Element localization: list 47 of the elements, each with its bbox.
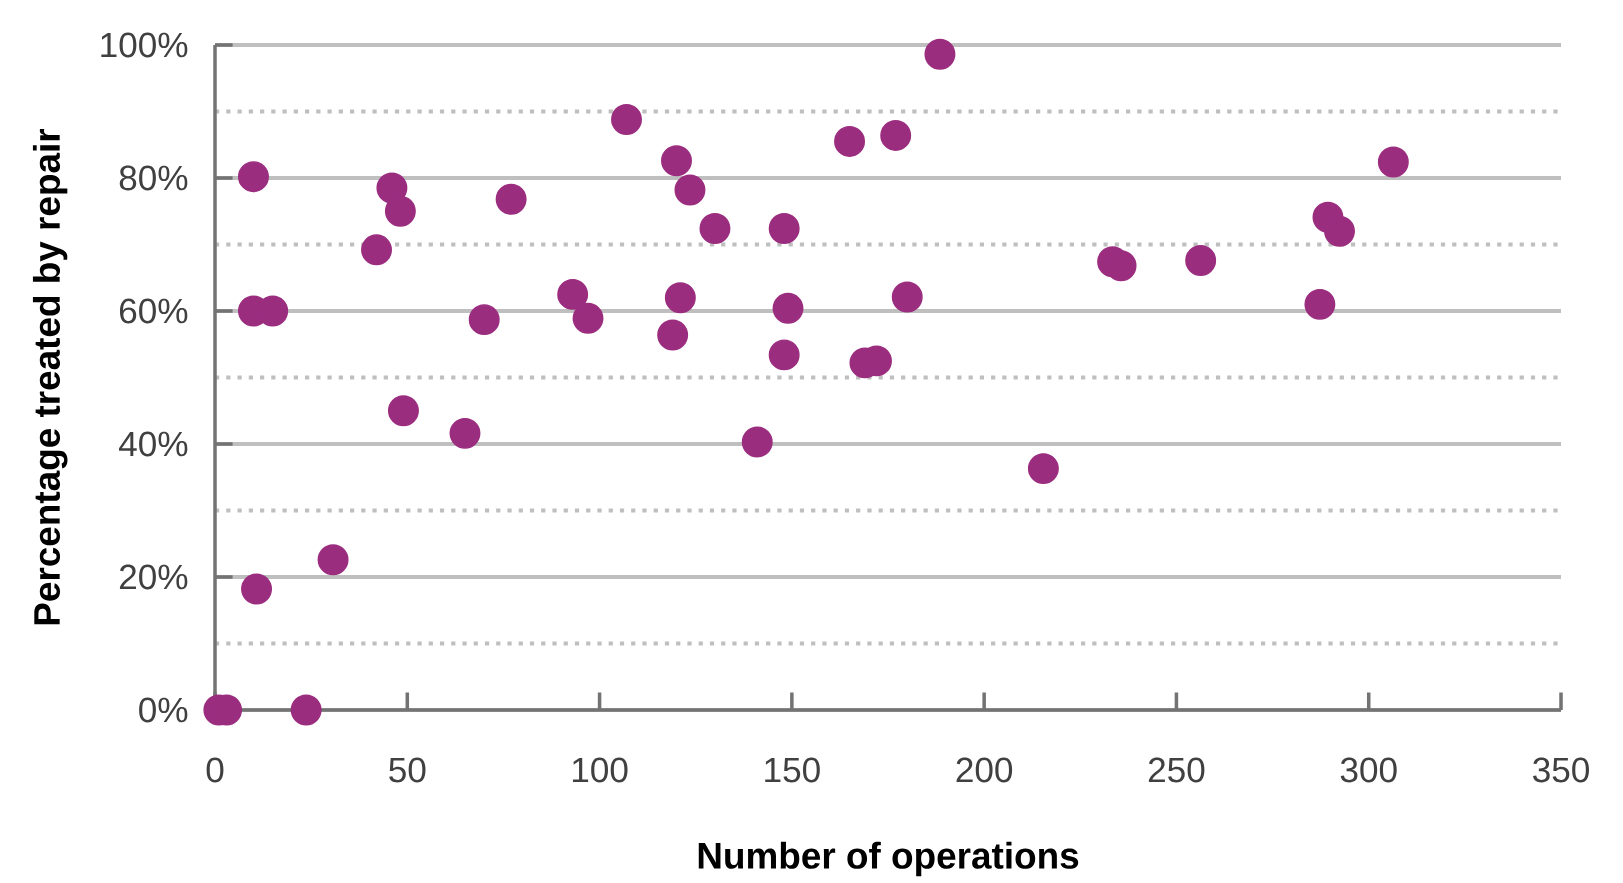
point bbox=[557, 278, 589, 310]
point bbox=[768, 339, 800, 371]
point bbox=[361, 234, 392, 266]
y-axis-title: Percentage treated by repair bbox=[32, 128, 68, 625]
point bbox=[495, 183, 527, 215]
point bbox=[657, 319, 689, 351]
point bbox=[1185, 244, 1217, 276]
point bbox=[611, 104, 642, 135]
point bbox=[891, 281, 923, 313]
point bbox=[664, 282, 696, 314]
point bbox=[674, 174, 706, 206]
y-tick-label: 100% bbox=[101, 32, 188, 58]
point bbox=[241, 573, 273, 605]
x-axis-title: Number of operations bbox=[698, 841, 1079, 877]
point bbox=[699, 213, 731, 245]
x-tick-label: 350 bbox=[1533, 757, 1589, 783]
point bbox=[834, 125, 866, 157]
point bbox=[449, 417, 481, 449]
point bbox=[237, 161, 269, 193]
x-tick-label: 200 bbox=[956, 757, 1013, 783]
y-tick-label: 0% bbox=[139, 697, 188, 723]
point bbox=[1377, 146, 1409, 178]
point bbox=[572, 302, 604, 334]
point bbox=[772, 292, 804, 324]
point bbox=[880, 119, 912, 151]
x-tick-label: 150 bbox=[765, 757, 820, 783]
y-tick-label: 20% bbox=[119, 564, 188, 590]
point bbox=[1324, 215, 1355, 247]
x-tick-label: 50 bbox=[389, 757, 426, 783]
y-tick-label: 40% bbox=[119, 431, 188, 457]
y-tick-label: 60% bbox=[119, 298, 188, 324]
x-tick-label: 0 bbox=[206, 757, 224, 783]
point bbox=[384, 195, 416, 227]
x-tick-label: 300 bbox=[1340, 757, 1397, 783]
x-tick-label: 100 bbox=[572, 757, 628, 783]
point bbox=[741, 426, 773, 458]
x-tick-label: 250 bbox=[1148, 757, 1205, 783]
point bbox=[1304, 288, 1336, 320]
point bbox=[1027, 453, 1059, 485]
point bbox=[661, 145, 692, 177]
point bbox=[290, 694, 322, 726]
point bbox=[387, 395, 419, 427]
y-tick-label: 80% bbox=[119, 165, 188, 191]
point bbox=[924, 38, 956, 70]
point bbox=[768, 213, 800, 245]
point bbox=[317, 544, 349, 576]
point bbox=[468, 304, 500, 336]
